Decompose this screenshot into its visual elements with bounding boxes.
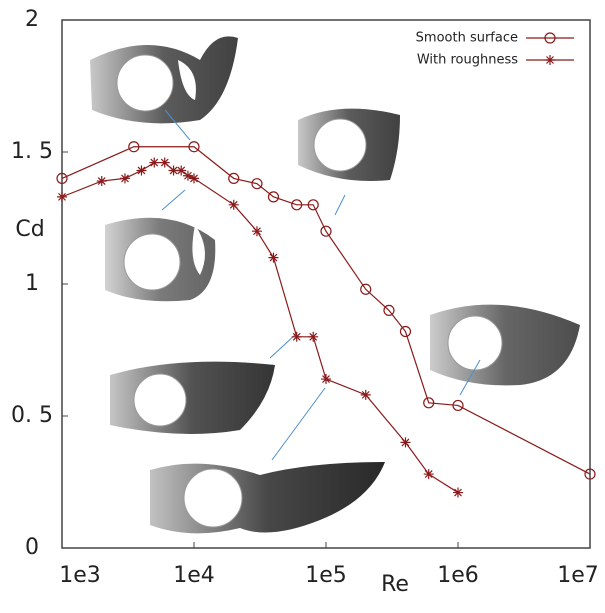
- y-axis-label: Cd: [15, 217, 44, 242]
- marker: [251, 226, 262, 237]
- legend-label: Smooth surface: [416, 31, 518, 46]
- marker: [544, 32, 556, 44]
- marker: [251, 178, 263, 190]
- inset: [150, 462, 385, 534]
- marker: [119, 173, 130, 184]
- marker: [307, 199, 319, 211]
- marker: [228, 199, 239, 210]
- marker: [267, 191, 280, 203]
- inset: [105, 217, 216, 302]
- x-tick-label: 1e5: [305, 563, 347, 588]
- marker: [176, 165, 187, 176]
- x-tick-label: 1e6: [437, 563, 479, 588]
- marker: [423, 469, 434, 480]
- marker: [228, 172, 240, 184]
- marker: [453, 487, 463, 498]
- marker: [128, 141, 140, 153]
- marker: [56, 172, 68, 184]
- inset: [110, 361, 275, 434]
- marker: [188, 141, 200, 153]
- marker: [149, 157, 160, 168]
- marker: [136, 165, 147, 176]
- marker: [57, 191, 67, 202]
- y-tick-label: 0: [25, 535, 39, 560]
- x-tick-label: 1e4: [173, 563, 215, 588]
- y-tick-label: 2: [25, 7, 39, 32]
- leader-line: [161, 189, 186, 211]
- marker: [168, 165, 179, 176]
- y-tick-label: 1. 5: [11, 139, 53, 164]
- leader-line: [271, 387, 326, 461]
- marker: [320, 225, 332, 237]
- x-tick-label: 1e3: [59, 563, 101, 588]
- marker: [96, 176, 107, 187]
- y-tick-label: 1: [25, 271, 39, 296]
- leader-line: [459, 359, 481, 396]
- marker: [584, 468, 596, 480]
- inset: [90, 36, 238, 124]
- marker: [400, 437, 411, 448]
- flow-insets: [90, 36, 580, 534]
- marker: [360, 389, 371, 400]
- series-line: [61, 161, 459, 494]
- series-line: [61, 146, 591, 475]
- inset: [430, 304, 580, 386]
- marker: [308, 331, 319, 342]
- y-tick-label: 0. 5: [11, 403, 53, 428]
- marker: [545, 55, 555, 65]
- marker: [189, 173, 199, 184]
- x-tick-label: 1e7: [557, 563, 599, 588]
- marker: [383, 304, 395, 316]
- legend: Smooth surface With roughness: [416, 31, 574, 68]
- leader-line: [164, 109, 191, 141]
- marker: [399, 325, 412, 338]
- leader-line: [269, 334, 296, 359]
- inset: [298, 108, 400, 181]
- marker: [360, 283, 372, 295]
- marker: [321, 374, 331, 385]
- marker: [182, 170, 193, 181]
- marker: [291, 331, 302, 342]
- leader-line: [334, 194, 346, 216]
- marker: [452, 399, 464, 412]
- marker: [268, 252, 279, 263]
- legend-label: With roughness: [417, 53, 518, 68]
- marker: [423, 397, 435, 409]
- x-axis-label: Re: [381, 572, 409, 597]
- marker: [159, 157, 170, 168]
- marker: [291, 199, 303, 211]
